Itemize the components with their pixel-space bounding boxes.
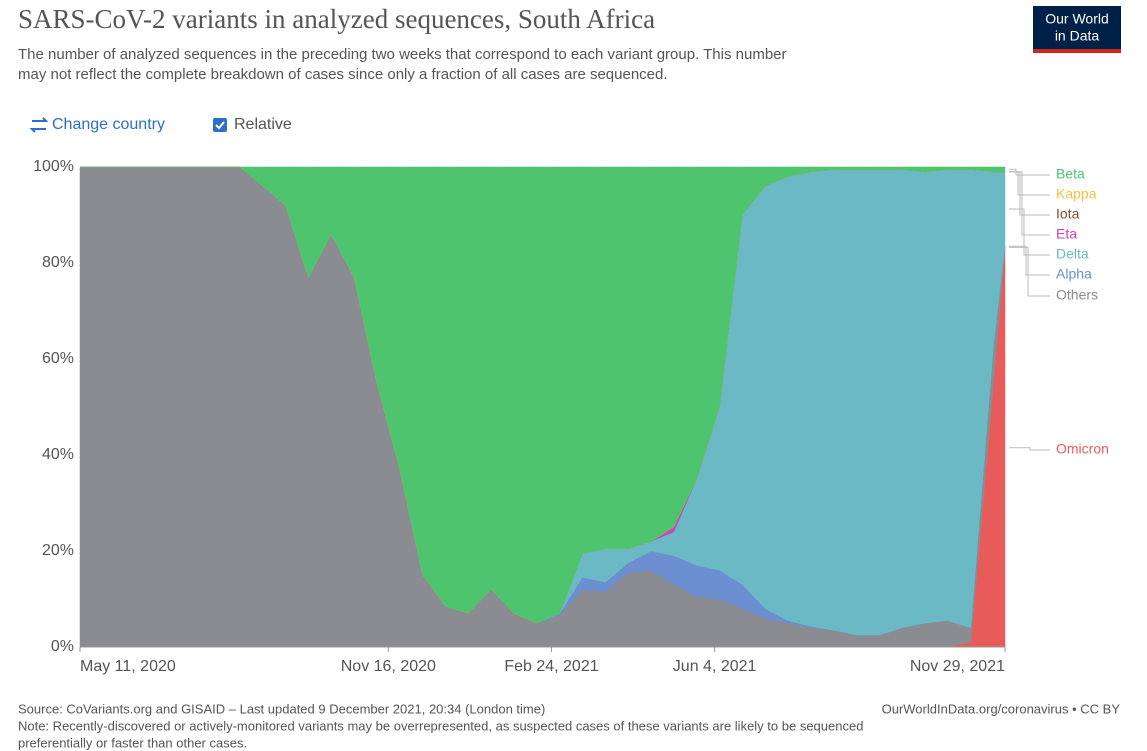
legend-connector [1009, 246, 1050, 297]
source: Source: CoVariants.org and GISAID – Last… [18, 701, 545, 716]
x-tick-label: Jun 4, 2021 [673, 658, 757, 675]
legend-connector [1009, 447, 1050, 451]
y-tick-label: 100% [33, 158, 74, 175]
checkbox [213, 118, 227, 132]
x-tick-label: Nov 29, 2021 [910, 658, 1005, 675]
url: OurWorldInData.org/coronavirus • CC BY [882, 701, 1121, 716]
subtitle: The number of analyzed sequences in the … [18, 46, 787, 63]
change-country[interactable]: Change country [29, 116, 165, 133]
legend-label: Eta [1056, 226, 1077, 242]
note: preferentially or faster than other case… [18, 735, 247, 750]
check [215, 121, 225, 130]
legend-label: Alpha [1056, 266, 1092, 282]
note: Note: Recently-discovered or actively-mo… [18, 718, 863, 733]
y-tick-label: 80% [42, 254, 74, 271]
legend-connector [1009, 168, 1050, 176]
legend-connector [1009, 245, 1050, 276]
y-tick-label: 60% [42, 350, 74, 367]
relative-label: Relative [234, 116, 292, 133]
y-tick-label: 0% [51, 638, 74, 655]
legend-label: Others [1056, 287, 1098, 303]
logo-bar [1033, 49, 1121, 53]
logo[interactable] [1033, 6, 1121, 52]
x-tick-label: Feb 24, 2021 [504, 658, 598, 675]
logo-text: Our World [1045, 11, 1109, 27]
subtitle: may not reflect the complete breakdown o… [18, 66, 668, 83]
change-country-label: Change country [52, 116, 165, 133]
chart-title: SARS-CoV-2 variants in analyzed sequence… [18, 4, 655, 34]
legend-connector [1009, 171, 1050, 196]
legend-connector [1009, 171, 1050, 236]
x-tick-label: May 11, 2020 [80, 658, 176, 675]
y-tick-label: 20% [42, 542, 74, 559]
legend-label: Omicron [1056, 441, 1109, 457]
legend-label: Beta [1056, 166, 1085, 182]
legend-connector [1009, 208, 1050, 256]
relative-toggle[interactable]: Relative [213, 116, 292, 133]
legend-label: Delta [1056, 246, 1089, 262]
logo-text: in Data [1055, 28, 1100, 44]
y-tick-label: 40% [42, 446, 74, 463]
swap-icon [29, 117, 49, 133]
x-tick-label: Nov 16, 2020 [341, 658, 436, 675]
area [80, 166, 1006, 624]
legend-label: Iota [1056, 206, 1080, 222]
legend-label: Kappa [1056, 186, 1097, 202]
